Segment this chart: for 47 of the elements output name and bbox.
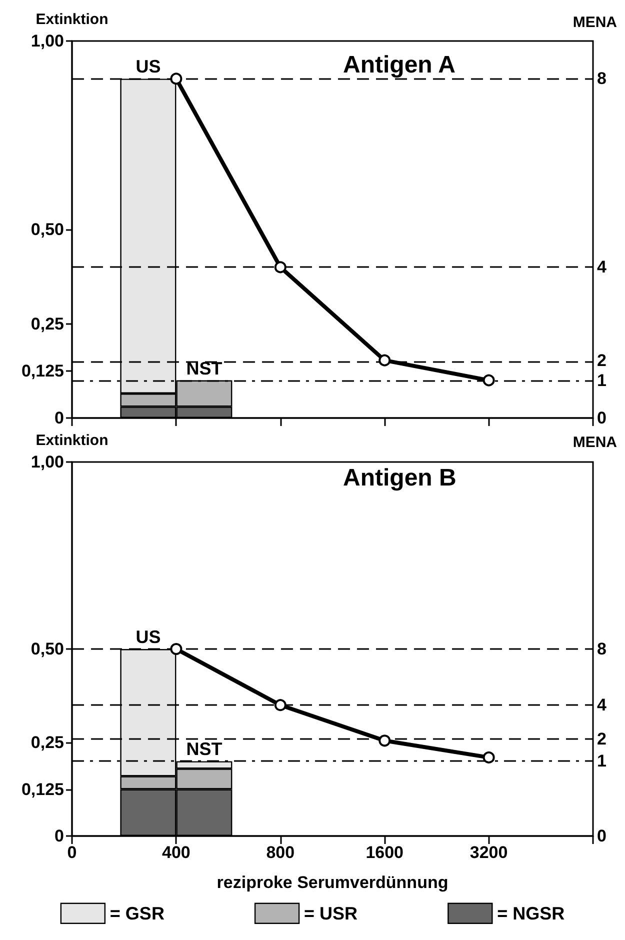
x-tick-label: 800 [266,843,295,862]
x-tick-label: 3200 [470,843,508,862]
x-tick-label: 0 [67,843,77,862]
point [378,734,391,747]
point [482,751,495,764]
text: 0 [597,408,606,428]
text: 0 [597,826,606,846]
annotation: US [136,56,161,77]
y-tick-label: 0,25 [30,733,64,752]
point [482,374,495,386]
text: 2 [597,729,606,748]
annotation: US [136,627,161,647]
y-tick-label: 0,50 [30,640,64,658]
text: MENA [572,434,618,451]
y-tick-label: 0,25 [30,314,64,334]
chart-title: Antigen A [343,52,456,78]
point [170,72,182,85]
y-tick-label: 0 [54,408,64,428]
y-tick-label: 0,125 [21,361,64,380]
annotation: NST [186,358,222,378]
text: 1 [597,370,606,390]
point [378,354,391,366]
point [274,699,286,712]
legend-label: = GSR [110,903,164,924]
point [170,643,182,655]
text: 4 [597,258,607,277]
y-axis-title: Extinktion [36,11,108,28]
x-tick-label: 400 [162,843,190,862]
chart-title: Antigen B [343,464,456,492]
y-tick-label: 0 [54,826,64,846]
y-tick-label: 0,50 [30,220,64,239]
annotation: NST [186,739,222,760]
point [274,261,286,274]
legend-label: = USR [304,903,358,924]
x-tick-label: 1600 [366,843,404,862]
text: MENA [572,14,618,31]
text: 8 [597,69,606,88]
legend-label: = NGSR [497,903,565,924]
y-tick-label: 0,125 [21,780,64,799]
y-tick-label: 1,00 [30,452,64,472]
text: 4 [597,696,607,715]
text: 2 [597,350,606,370]
text: 8 [597,640,606,658]
text: 1 [597,752,606,771]
x-axis-title: reziproke Serumverdünnung [216,873,448,892]
y-tick-label: 1,00 [30,32,64,50]
y-axis-title: Extinktion [36,432,108,449]
